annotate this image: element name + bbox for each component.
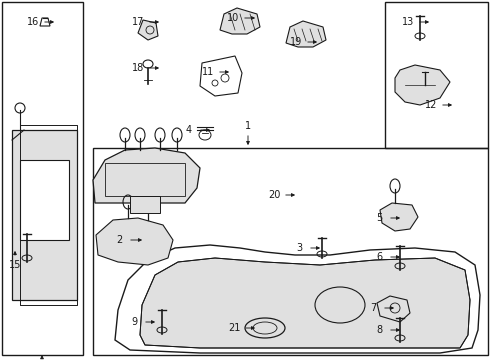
Bar [2, 2, 83, 355]
Text: 18: 18 [132, 63, 144, 73]
Text: 10: 10 [227, 13, 239, 23]
Text: 7: 7 [370, 303, 376, 313]
Polygon shape [380, 203, 418, 231]
Text: 11: 11 [202, 67, 214, 77]
Polygon shape [377, 296, 410, 322]
Text: 4: 4 [186, 125, 192, 135]
Polygon shape [93, 148, 200, 203]
Bar [93, 148, 488, 355]
Text: 6: 6 [376, 252, 382, 262]
Text: 8: 8 [376, 325, 382, 335]
Text: 9: 9 [131, 317, 137, 327]
Bar [20, 160, 69, 240]
Bar [130, 196, 160, 213]
Text: 1: 1 [245, 121, 251, 131]
Polygon shape [286, 21, 326, 47]
Text: 12: 12 [425, 100, 437, 110]
Text: 20: 20 [268, 190, 280, 200]
Text: 13: 13 [402, 17, 414, 27]
Text: 2: 2 [116, 235, 122, 245]
Text: 19: 19 [290, 37, 302, 47]
Polygon shape [96, 218, 173, 265]
Text: 17: 17 [132, 17, 144, 27]
Text: 3: 3 [296, 243, 302, 253]
Bar [385, 2, 488, 148]
Polygon shape [395, 65, 450, 105]
Text: 5: 5 [376, 213, 382, 223]
Text: 16: 16 [27, 17, 39, 27]
Polygon shape [140, 258, 470, 348]
Polygon shape [220, 8, 260, 34]
Bar [12, 130, 77, 300]
Text: 21: 21 [228, 323, 240, 333]
Bar [105, 163, 185, 196]
Polygon shape [138, 20, 158, 40]
Text: 15: 15 [9, 260, 21, 270]
